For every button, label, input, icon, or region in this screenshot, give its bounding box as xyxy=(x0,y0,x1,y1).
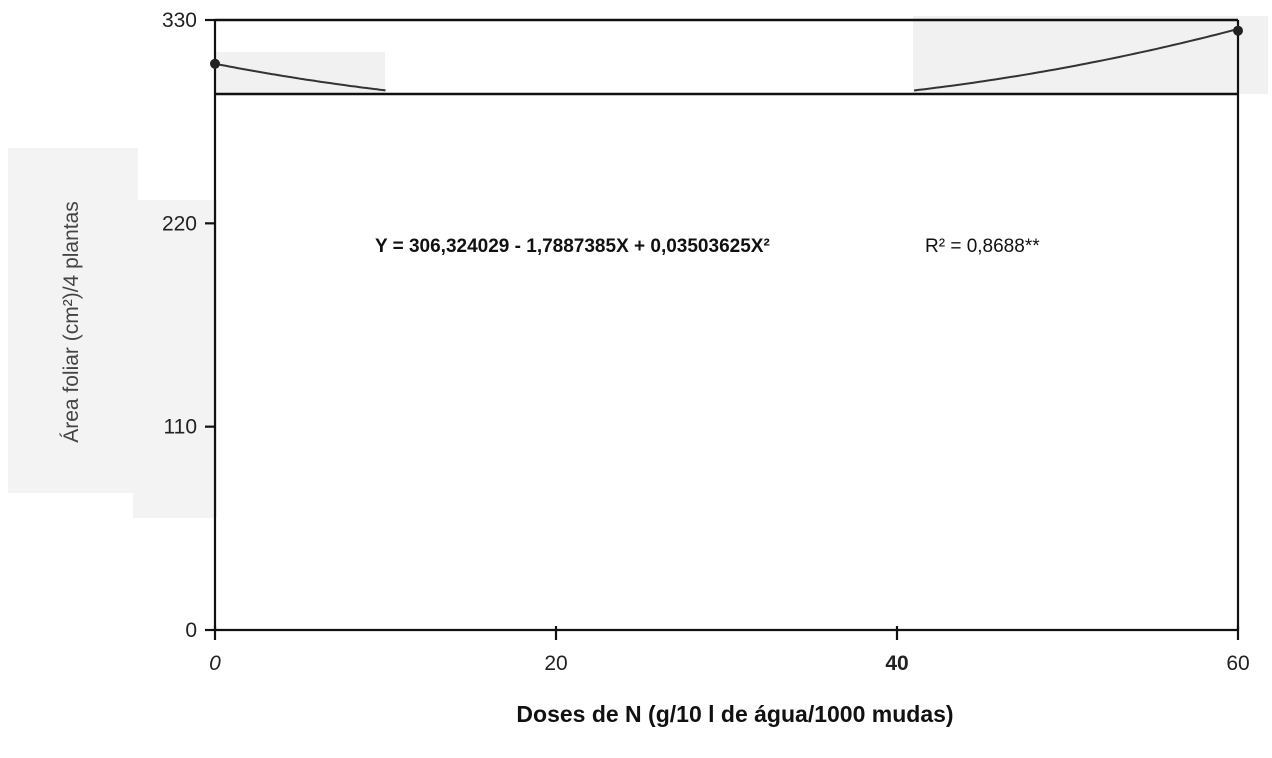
r-squared: R² = 0,8688** xyxy=(925,236,1040,257)
plot-axes xyxy=(213,18,1240,632)
background-shading xyxy=(8,16,1268,518)
regression-curves xyxy=(214,28,1239,92)
y-axis-label: Área foliar (cm²)/4 plantas xyxy=(60,201,83,443)
x-tick-label: 0 xyxy=(209,652,221,675)
data-points xyxy=(210,25,1243,69)
y-tick-label: 330 xyxy=(162,9,197,32)
data-point xyxy=(1233,25,1243,36)
x-axis-ticks: 0 20 40 60 xyxy=(209,626,1250,675)
y-tick-label: 110 xyxy=(164,416,197,439)
curve-segment-right xyxy=(913,28,1239,92)
y-tick-label: 220 xyxy=(162,212,197,235)
y-axis-ticks: 0 110 220 330 xyxy=(162,9,215,642)
x-tick-label: 40 xyxy=(885,652,908,675)
x-axis-label: Doses de N (g/10 l de água/1000 mudas) xyxy=(516,701,953,727)
curve-segment-left xyxy=(214,62,386,92)
y-tick-label: 0 xyxy=(185,619,197,642)
x-tick-label: 20 xyxy=(544,652,567,675)
data-point xyxy=(210,58,220,69)
regression-equation: Y = 306,324029 - 1,7887385X + 0,03503625… xyxy=(375,236,770,257)
x-tick-label: 60 xyxy=(1226,652,1249,675)
